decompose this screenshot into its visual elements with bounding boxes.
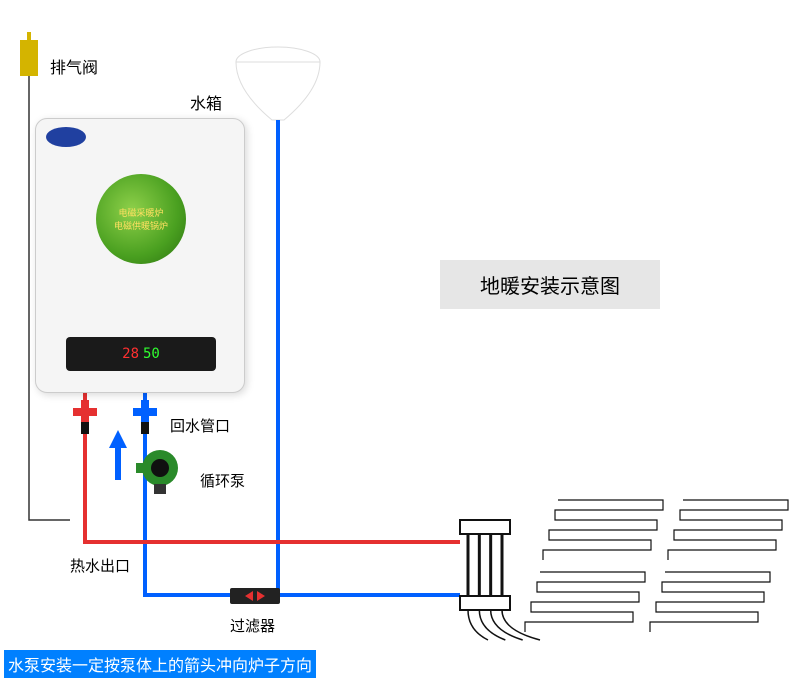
boiler-panel: 28 50: [66, 337, 216, 371]
leaf-text-1: 电磁采暖炉: [114, 206, 168, 219]
boiler-badge: [46, 127, 86, 147]
label-circ-pump: 循环泵: [200, 470, 245, 491]
bottom-note: 水泵安装一定按泵体上的箭头冲向炉子方向: [4, 650, 316, 678]
label-water-tank: 水箱: [190, 90, 222, 114]
label-exhaust-valve: 排气阀: [50, 54, 98, 78]
leaf-text-2: 电磁供暖锅炉: [114, 219, 168, 232]
panel-readout-1: 28: [122, 346, 139, 362]
panel-readout-2: 50: [143, 346, 160, 362]
label-hot-outlet: 热水出口: [70, 555, 130, 576]
label-return-port: 回水管口: [170, 415, 230, 436]
diagram-title: 地暖安装示意图: [440, 260, 660, 309]
boiler-unit: 电磁采暖炉 电磁供暖锅炉 28 50: [35, 118, 245, 393]
boiler-leaf-logo: 电磁采暖炉 电磁供暖锅炉: [96, 174, 186, 264]
label-filter: 过滤器: [230, 615, 275, 636]
